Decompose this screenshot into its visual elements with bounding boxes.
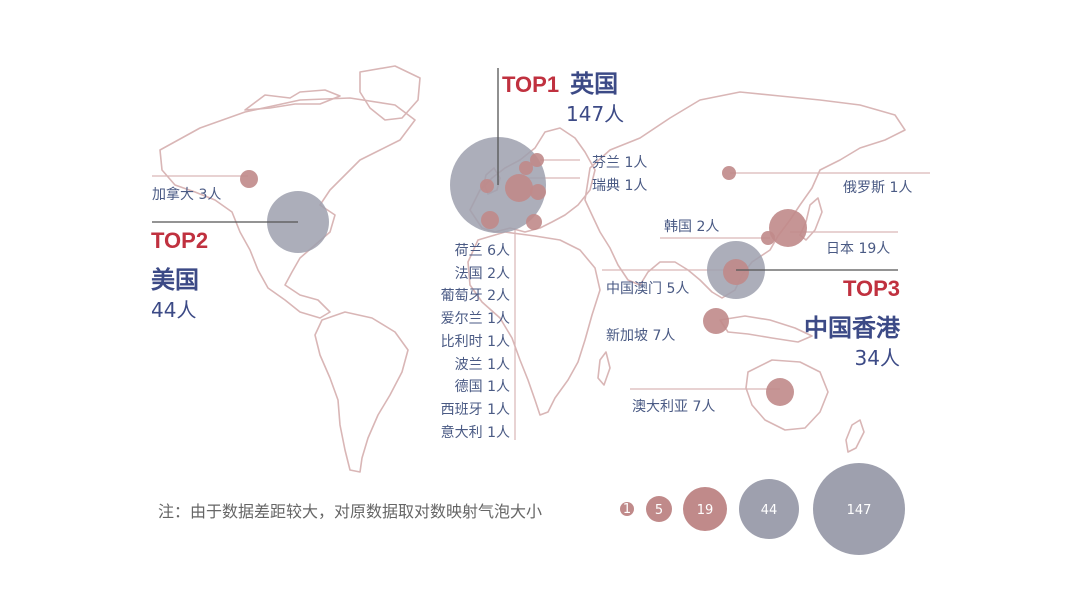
- southeast-asia-islands-outline: [719, 315, 813, 343]
- europe-item-netherlands: 荷兰 6人: [454, 243, 510, 259]
- bubble-poland: [530, 184, 546, 200]
- leader-lines: [152, 159, 930, 440]
- australia-outline: [745, 359, 829, 431]
- legend-bubble-5: [646, 496, 672, 522]
- japan-label: 日本 19人: [826, 241, 891, 257]
- madagascar-outline: [597, 351, 611, 386]
- top1-count: 147人: [566, 102, 625, 126]
- south-america-outline: [314, 311, 409, 473]
- legend-value-1: 1: [623, 502, 631, 517]
- europe-country-list: 荷兰 6人 法国 2人 葡萄牙 2人 爱尔兰 1人 比利时 1人 波兰 1人 德…: [441, 240, 510, 444]
- top2-country: 美国: [151, 266, 199, 294]
- europe-item-portugal: 葡萄牙 2人: [440, 288, 510, 305]
- australia-label: 澳大利亚 7人: [632, 399, 716, 415]
- bubble-russia: [722, 166, 736, 180]
- legend-value-19: 19: [697, 503, 714, 518]
- bubble-australia: [766, 378, 794, 406]
- asia-outline: [584, 91, 906, 299]
- new-zealand-outline: [845, 419, 865, 453]
- bubble-canada: [240, 170, 258, 188]
- bubble-netherlands: [505, 174, 533, 202]
- europe-item-france: 法国 2人: [454, 265, 510, 282]
- legend-bubble-1: [620, 502, 634, 516]
- north-america-outline: [159, 97, 416, 319]
- bubbles: [240, 137, 807, 406]
- russia-label: 俄罗斯 1人: [843, 180, 913, 196]
- greenland-outline: [359, 65, 421, 121]
- top3-country: 中国香港: [804, 314, 900, 342]
- bubble-italy: [526, 214, 542, 230]
- canada-islands-outline: [244, 89, 341, 111]
- legend-value-147: 147: [847, 503, 872, 518]
- legend-bubble-19: [683, 487, 727, 531]
- europe-item-belgium: 比利时 1人: [440, 333, 510, 350]
- macau-label: 中国澳门 5人: [606, 281, 690, 297]
- sweden-label: 瑞典 1人: [592, 178, 648, 194]
- canada-label: 加拿大 3人: [152, 187, 222, 203]
- top3-count: 34人: [854, 346, 900, 370]
- top2-count: 44人: [151, 298, 197, 322]
- top3-rank: TOP3: [842, 276, 900, 301]
- legend-bubble-44: [739, 479, 799, 539]
- continent-outlines: [159, 65, 906, 473]
- legend-value-5: 5: [655, 503, 663, 518]
- bubble-spain-portugal: [481, 211, 499, 229]
- europe-item-ireland: 爱尔兰 1人: [440, 311, 510, 328]
- bubble-korea: [761, 231, 775, 245]
- europe-item-poland: 波兰 1人: [454, 356, 510, 373]
- bubble-sweden: [519, 161, 533, 175]
- top1-label: TOP1 英国: [502, 64, 618, 99]
- bubble-macau: [723, 259, 749, 285]
- bubble-finland: [530, 153, 544, 167]
- singapore-label: 新加坡 7人: [606, 328, 676, 344]
- top2-rank: TOP2: [151, 228, 209, 253]
- top1-country: 英国: [570, 70, 619, 98]
- bubble-ireland: [480, 179, 494, 193]
- europe-item-spain: 西班牙 1人: [440, 401, 510, 418]
- bubble-singapore: [703, 308, 729, 334]
- europe-item-italy: 意大利 1人: [440, 424, 510, 441]
- finland-label: 芬兰 1人: [592, 155, 648, 171]
- europe-item-germany: 德国 1人: [454, 379, 510, 396]
- africa-outline: [467, 231, 601, 416]
- legend-note: 注：由于数据差距较大，对原数据取对数映射气泡大小: [158, 502, 543, 521]
- korea-label: 韩国 2人: [664, 219, 720, 235]
- bubble-japan: [769, 209, 807, 247]
- legend-value-44: 44: [761, 503, 778, 518]
- legend-bubbles: 1 5 19 44 147: [620, 463, 905, 555]
- top1-rank: TOP1: [502, 72, 560, 97]
- top-callouts: [152, 68, 898, 271]
- legend-bubble-147: [813, 463, 905, 555]
